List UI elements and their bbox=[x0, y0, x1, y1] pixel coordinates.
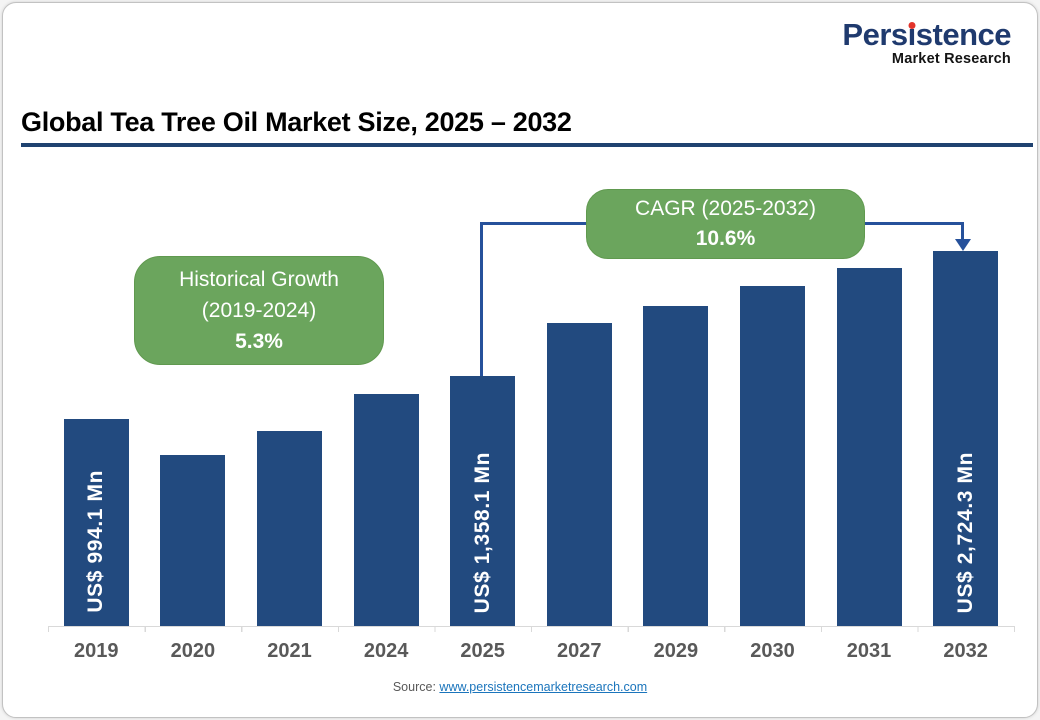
x-axis-label-2025: 2025 bbox=[460, 640, 505, 662]
bar-value-label-2032: US$ 2,724.3 Mn bbox=[953, 451, 977, 613]
brand-text-post: stence bbox=[915, 17, 1012, 52]
source-link[interactable]: www.persistencemarketresearch.com bbox=[439, 680, 648, 694]
bar-2021 bbox=[256, 431, 322, 626]
x-axis-label-2031: 2031 bbox=[846, 640, 892, 662]
brand-text-pre: Pers bbox=[842, 17, 908, 52]
x-axis-label-2021: 2021 bbox=[267, 640, 312, 662]
title-underline bbox=[21, 143, 1033, 147]
x-axis-label-2030: 2030 bbox=[750, 640, 795, 662]
brand-letter-i: ı bbox=[907, 17, 917, 52]
bar-chart-plot-area: US$ 994.1 Mn US$ 1,358.1 Mn US$ 2,724.3 Mn bbox=[48, 161, 1014, 626]
bar-cell-2029 bbox=[628, 161, 725, 626]
x-axis-labels-row: 2019 2020 2021 2024 2025 2027 2029 2030 2031 2032 bbox=[48, 640, 1014, 663]
title-block: Global Tea Tree Oil Market Size, 2025 – … bbox=[21, 107, 1033, 147]
cagr-value: 10.6% bbox=[695, 227, 756, 250]
red-dot-icon bbox=[908, 22, 916, 29]
bars-row: US$ 994.1 Mn US$ 1,358.1 Mn US$ 2,724.3 Mn bbox=[48, 161, 1014, 626]
bar-2030 bbox=[739, 286, 805, 626]
cagr-connector-vertical-2032 bbox=[961, 222, 964, 240]
pmr-logo-tagline: Market Research bbox=[891, 51, 1011, 67]
bar-2025: US$ 1,358.1 Mn bbox=[450, 376, 516, 626]
bar-value-label-2019: US$ 994.1 Mn bbox=[84, 470, 108, 613]
bar-value-label-2025: US$ 1,358.1 Mn bbox=[470, 451, 494, 613]
bar-2019: US$ 994.1 Mn bbox=[63, 419, 129, 626]
historical-growth-line2: (2019-2024) bbox=[201, 299, 317, 322]
x-axis-label-2027: 2027 bbox=[557, 640, 602, 662]
bar-cell-2027 bbox=[531, 161, 628, 626]
x-axis-ticks bbox=[48, 626, 1016, 632]
bar-cell-2020 bbox=[145, 161, 242, 626]
cagr-line1: CAGR (2025-2032) bbox=[635, 197, 816, 220]
x-axis-label-2029: 2029 bbox=[653, 640, 699, 662]
historical-growth-value: 5.3% bbox=[235, 330, 283, 353]
bar-2024 bbox=[353, 394, 419, 626]
bar-cell-2019: US$ 994.1 Mn bbox=[48, 161, 145, 626]
cagr-arrowhead-icon bbox=[955, 239, 971, 251]
bar-2027 bbox=[546, 323, 612, 626]
historical-growth-line1: Historical Growth bbox=[179, 268, 339, 291]
pmr-logo: Pers ıstence Market Research bbox=[842, 19, 1011, 67]
x-axis-label-2024: 2024 bbox=[363, 640, 409, 662]
bar-2031 bbox=[836, 268, 902, 626]
x-axis-label-2020: 2020 bbox=[170, 640, 216, 662]
bar-2020 bbox=[160, 455, 226, 626]
source-line: Source: www.persistencemarketresearch.co… bbox=[3, 680, 1037, 694]
bar-cell-2030 bbox=[724, 161, 821, 626]
pmr-logo-brand: Pers ıstence bbox=[842, 19, 1011, 50]
cagr-callout: CAGR (2025-2032) 10.6% bbox=[586, 189, 865, 259]
bar-cell-2032: US$ 2,724.3 Mn bbox=[917, 161, 1014, 626]
source-label: Source: bbox=[392, 680, 436, 694]
bar-cell-2024 bbox=[338, 161, 435, 626]
cagr-connector-vertical-2025 bbox=[480, 222, 483, 376]
bar-cell-2031 bbox=[821, 161, 918, 626]
x-axis-label-2019: 2019 bbox=[74, 640, 119, 662]
bar-2029 bbox=[643, 306, 709, 626]
bar-cell-2025: US$ 1,358.1 Mn bbox=[434, 161, 531, 626]
x-axis-label-2032: 2032 bbox=[943, 640, 988, 662]
bar-2032: US$ 2,724.3 Mn bbox=[933, 251, 999, 626]
bar-cell-2021 bbox=[241, 161, 338, 626]
page-title: Global Tea Tree Oil Market Size, 2025 – … bbox=[21, 107, 572, 137]
historical-growth-callout: Historical Growth (2019-2024) 5.3% bbox=[134, 256, 384, 365]
